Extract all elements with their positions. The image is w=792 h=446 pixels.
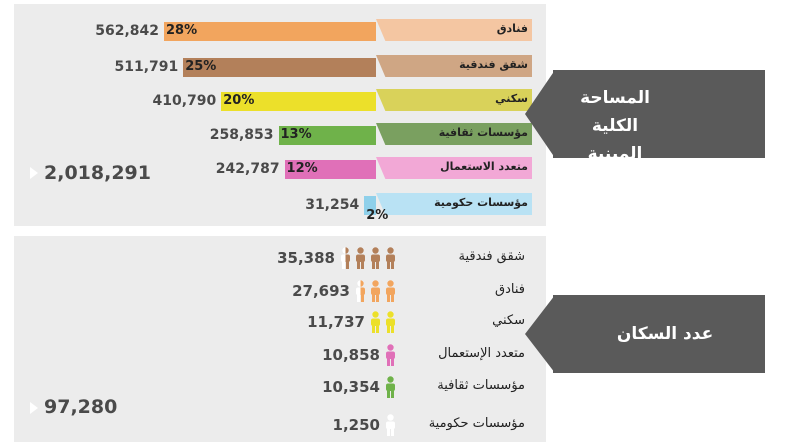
- total-built-area: 2,018,291: [44, 162, 151, 184]
- total-population-marker-icon: [30, 402, 38, 414]
- person-icon: [384, 376, 397, 402]
- area-category-label: مؤسسات حكومية: [434, 196, 528, 209]
- population-value-label: 27,693: [292, 282, 350, 300]
- person-icon: [354, 280, 367, 306]
- person-icon: [369, 311, 382, 337]
- person-icon: [369, 247, 382, 273]
- area-value-label: 31,254: [305, 197, 360, 213]
- area-category-label: شقق فندقية: [459, 58, 528, 71]
- population-value-label: 35,388: [277, 249, 335, 267]
- person-icon: [384, 311, 397, 337]
- area-category-band: [376, 123, 532, 145]
- person-icon: [384, 344, 397, 370]
- area-bar: [284, 160, 376, 179]
- person-icon: [339, 247, 352, 273]
- built-area-panel: [14, 4, 546, 226]
- area-value-label: 242,787: [215, 161, 280, 177]
- area-value-label: 562,842: [95, 23, 159, 39]
- area-category-band: [376, 19, 532, 41]
- area-bar: [278, 126, 376, 145]
- total-area-marker-icon: [30, 167, 38, 179]
- area-category-band: [376, 55, 532, 77]
- area-bar: [164, 22, 376, 41]
- area-percent-label: 28%: [166, 23, 198, 38]
- area-value-label: 410,790: [152, 93, 217, 109]
- area-category-band: [376, 157, 532, 179]
- area-value-label: 511,791: [114, 59, 179, 75]
- population-category-label: فنادق: [495, 282, 525, 297]
- area-value-label: 258,853: [209, 127, 274, 143]
- population-title: عدد السكان: [616, 324, 714, 344]
- total-population: 97,280: [44, 396, 118, 418]
- built-area-title-block: [553, 70, 765, 158]
- population-category-label: شقق فندقية: [458, 249, 525, 264]
- population-value-label: 10,858: [322, 346, 380, 364]
- person-icon: [384, 414, 397, 440]
- population-category-label: مؤسسات حكومية: [428, 416, 525, 431]
- person-icon: [369, 280, 382, 306]
- built-area-title: المساحة الكلية المبنية: [580, 88, 650, 164]
- population-category-label: سكني: [492, 313, 525, 328]
- area-category-band: [376, 89, 532, 111]
- area-percent-label: 2%: [366, 208, 389, 223]
- area-category-label: سكني: [495, 92, 528, 105]
- built-area-arrow-icon: [525, 70, 555, 158]
- area-bar: [221, 92, 376, 111]
- area-bar: [364, 196, 376, 215]
- area-bar: [183, 58, 376, 77]
- area-percent-label: 12%: [286, 161, 318, 176]
- area-percent-label: 20%: [223, 93, 255, 108]
- person-icon: [384, 247, 397, 273]
- person-icon: [354, 247, 367, 273]
- population-value-label: 10,354: [322, 378, 380, 396]
- population-title-block: [553, 295, 765, 373]
- person-icon: [384, 280, 397, 306]
- area-category-label: فنادق: [496, 22, 528, 35]
- area-category-label: متعدد الاستعمال: [440, 160, 528, 173]
- area-category-band: [376, 193, 532, 215]
- area-category-label: مؤسسات ثقافية: [438, 126, 528, 139]
- population-category-label: متعدد الإستعمال: [438, 346, 525, 361]
- area-percent-label: 25%: [185, 59, 217, 74]
- population-category-label: مؤسسات ثقافية: [437, 378, 525, 393]
- population-value-label: 1,250: [332, 416, 380, 434]
- population-value-label: 11,737: [307, 313, 365, 331]
- population-arrow-icon: [525, 295, 555, 373]
- area-percent-label: 13%: [280, 127, 312, 142]
- population-panel: [14, 236, 546, 442]
